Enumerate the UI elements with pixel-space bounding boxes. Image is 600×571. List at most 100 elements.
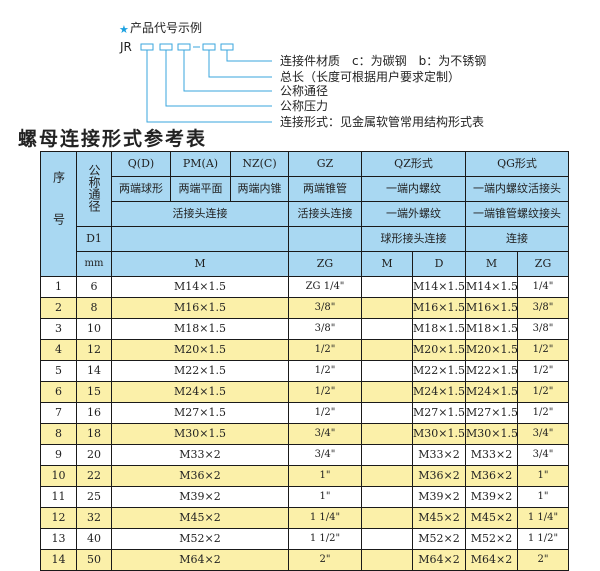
table-row: 5 14 M22×1.5 1/2" M22×1.5 M22×1.5 1/2": [40, 360, 570, 382]
cell-no: 2: [40, 297, 77, 319]
table-row: 14 50 M64×2 2" M64×2 M64×2 2": [40, 549, 570, 571]
cell-zg: 1 1/2": [288, 528, 362, 550]
cell-zg: 1/2": [288, 402, 362, 424]
header-gz-desc: 两端锥管: [288, 176, 362, 202]
cell-qz-d: M20×1.5: [411, 339, 467, 361]
cell-zg: 3/8": [288, 318, 362, 340]
header-union: 活接头连接: [111, 201, 289, 227]
example-heading: 产品代号示例: [130, 21, 203, 35]
cell-no: 5: [40, 360, 77, 382]
header-qz-desc1: 一端内螺纹: [360, 176, 467, 202]
cell-qg-zg: 1 1/2": [517, 528, 570, 550]
header-blank: [111, 226, 289, 252]
cell-no: 4: [40, 339, 77, 361]
cell-qg-zg: 1/2": [517, 360, 570, 382]
cell-qz-m: [361, 276, 413, 298]
header-dn: 公称通径: [76, 151, 112, 227]
header-qz-desc3: 球形接头连接: [360, 226, 467, 252]
cell-zg: 3/4": [288, 444, 362, 466]
cell-m: M33×2: [111, 444, 289, 466]
cell-dn: 6: [76, 276, 112, 298]
label-length: 总长（长度可根据用户要求定制）: [280, 70, 461, 84]
cell-qg-m: M33×2: [465, 444, 519, 466]
header-mm: mm: [76, 251, 112, 277]
header-nz-desc: 两端内锥: [230, 176, 289, 202]
cell-m: M52×2: [111, 528, 289, 550]
label-diameter: 公称通径: [280, 84, 329, 98]
label-pressure: 公称压力: [280, 99, 329, 113]
header-pm-desc: 两端平面: [170, 176, 231, 202]
cell-qz-d: M52×2: [411, 528, 467, 550]
code-diagram: ★: [119, 23, 272, 123]
cell-qz-d: M16×1.5: [411, 297, 467, 319]
cell-no: 8: [40, 423, 77, 445]
cell-zg: 1": [288, 465, 362, 487]
cell-no: 6: [40, 381, 77, 403]
cell-qg-m: M45×2: [465, 507, 519, 529]
header-qg-m: M: [465, 251, 519, 277]
cell-qg-zg: 2": [517, 549, 570, 571]
table-row: 6 15 M24×1.5 1/2" M24×1.5 M24×1.5 1/2": [40, 381, 570, 403]
cell-qz-m: [361, 318, 413, 340]
header-qz-desc2: 一端外螺纹: [360, 201, 467, 227]
cell-m: M22×1.5: [111, 360, 289, 382]
cell-qz-d: M39×2: [411, 486, 467, 508]
leader-line: [183, 50, 272, 92]
label-material: 连接件材质 c：为碳钢 b：为不锈钢: [280, 54, 487, 68]
cell-m: M39×2: [111, 486, 289, 508]
header-seq: 序号: [40, 151, 77, 277]
code-prefix: JR: [120, 40, 132, 54]
cell-zg: 1/2": [288, 339, 362, 361]
header-qg: QG形式: [465, 151, 570, 177]
table-row: 9 20 M33×2 3/4" M33×2 M33×2 3/4": [40, 444, 570, 466]
cell-no: 13: [40, 528, 77, 550]
cell-qg-m: M39×2: [465, 486, 519, 508]
cell-zg: ZG 1/4": [288, 276, 362, 298]
header-nz: NZ(C): [230, 151, 289, 177]
cell-zg: 1/2": [288, 381, 362, 403]
cell-dn: 10: [76, 318, 112, 340]
cell-zg: 1/2": [288, 360, 362, 382]
cell-qg-zg: 1/2": [517, 381, 570, 403]
header-dn-label: 公称通径: [87, 163, 101, 212]
cell-qz-d: M33×2: [411, 444, 467, 466]
leader-line: [146, 50, 272, 123]
star-icon: ★: [119, 23, 129, 36]
cell-qz-m: [361, 381, 413, 403]
header-q: Q(D): [111, 151, 171, 177]
cell-zg: 1": [288, 486, 362, 508]
header-blank: [288, 226, 362, 252]
cell-qg-zg: 1/2": [517, 402, 570, 424]
cell-qg-zg: 1": [517, 486, 570, 508]
cell-qz-m: [361, 297, 413, 319]
table-row: 1 6 M14×1.5 ZG 1/4" M14×1.5 M14×1.5 1/4": [40, 276, 570, 298]
code-box-4: [202, 43, 216, 51]
cell-qz-d: M22×1.5: [411, 360, 467, 382]
cell-qg-zg: 3/8": [517, 297, 570, 319]
cell-dn: 40: [76, 528, 112, 550]
cell-no: 11: [40, 486, 77, 508]
cell-qg-m: M30×1.5: [465, 423, 519, 445]
cell-zg: 2": [288, 549, 362, 571]
header-q-desc: 两端球形: [111, 176, 171, 202]
cell-qz-m: [361, 423, 413, 445]
header-pm: PM(A): [170, 151, 231, 177]
cell-m: M18×1.5: [111, 318, 289, 340]
leader-line: [208, 50, 272, 78]
cell-qg-m: M24×1.5: [465, 381, 519, 403]
cell-qg-zg: 1": [517, 465, 570, 487]
cell-qz-d: M14×1.5: [411, 276, 467, 298]
cell-qz-d: M18×1.5: [411, 318, 467, 340]
cell-dn: 50: [76, 549, 112, 571]
reference-table: 序号 公称通径 Q(D) PM(A) NZ(C) GZ QZ形式 QG形式 两端…: [40, 151, 570, 571]
cell-qg-m: M18×1.5: [465, 318, 519, 340]
header-qg-desc3: 连接: [465, 226, 570, 252]
header-seq-label: 序号: [51, 170, 66, 255]
code-box-3: [177, 43, 191, 51]
cell-qg-m: M16×1.5: [465, 297, 519, 319]
cell-qz-d: M64×2: [411, 549, 467, 571]
header-qz: QZ形式: [360, 151, 467, 177]
cell-qz-d: M27×1.5: [411, 402, 467, 424]
cell-qg-m: M36×2: [465, 465, 519, 487]
cell-m: M14×1.5: [111, 276, 289, 298]
